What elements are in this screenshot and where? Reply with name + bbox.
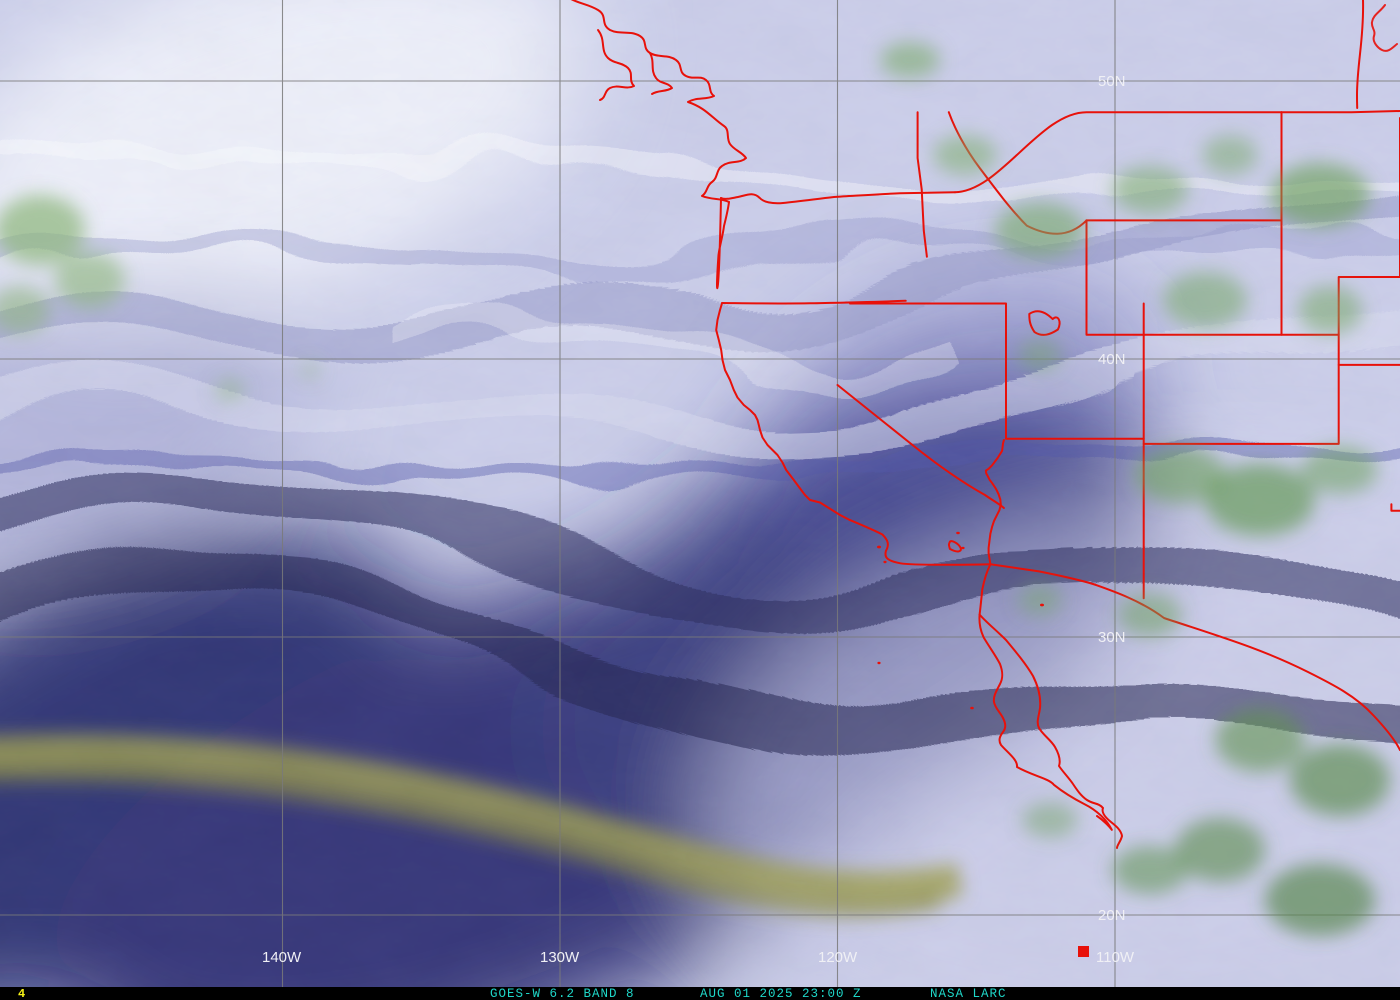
svg-text:NASA LARC: NASA LARC	[930, 987, 1007, 1000]
svg-text:20N: 20N	[1098, 907, 1126, 924]
svg-text:130W: 130W	[540, 949, 580, 966]
svg-text:AUG 01 2025 23:00 Z: AUG 01 2025 23:00 Z	[700, 987, 862, 1000]
svg-text:30N: 30N	[1098, 629, 1126, 646]
svg-text:110W: 110W	[1096, 949, 1135, 966]
svg-text:50N: 50N	[1098, 73, 1126, 90]
svg-text:GOES-W 6.2 BAND 8: GOES-W 6.2 BAND 8	[490, 987, 635, 1000]
svg-text:40N: 40N	[1098, 351, 1126, 368]
svg-text:140W: 140W	[262, 949, 302, 966]
svg-text:120W: 120W	[818, 949, 858, 966]
svg-text:4: 4	[18, 987, 25, 1000]
